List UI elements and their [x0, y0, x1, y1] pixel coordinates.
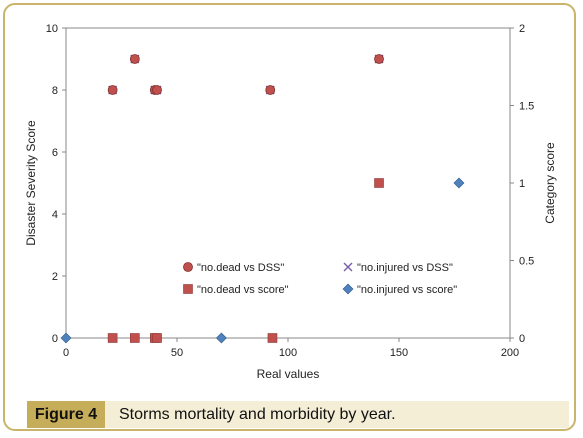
y2-tick-label: 0.5 [519, 256, 534, 268]
y2-tick-label: 0 [519, 333, 525, 345]
x-tick-label: 100 [279, 347, 297, 359]
figure-frame: 0 50 100 150 200 0 2 4 6 8 10 0 0.5 1 1.5 2 "no.dead vs… [3, 3, 576, 431]
legend-marker [342, 283, 354, 295]
data-point-square [267, 333, 278, 343]
y-tick-label: 2 [52, 271, 58, 283]
y-tick-label: 0 [52, 333, 58, 345]
y-axis-label: Disaster Severity Score [24, 120, 38, 246]
y2-tick-label: 1 [519, 178, 525, 190]
data-marks [60, 54, 465, 344]
y-tick-label: 4 [52, 209, 58, 221]
y-tick-label: 10 [46, 23, 58, 35]
data-point-square [130, 333, 140, 343]
figure-caption: Figure 4 Storms mortality and morbidity … [27, 401, 569, 428]
data-point-circle [107, 85, 118, 95]
data-point-square [374, 178, 384, 188]
y2-tick-label: 2 [519, 23, 525, 35]
legend-entry-label: "no.injured vs DSS" [357, 262, 453, 274]
y-tick-label: 8 [52, 85, 58, 97]
legend-marker [343, 262, 353, 272]
figure-label: Figure 4 [27, 401, 105, 428]
data-point-diamond [60, 332, 72, 344]
y2-axis-label: Category score [543, 142, 557, 224]
legend-entry-label: "no.dead vs DSS" [197, 262, 284, 274]
data-point-circle [129, 54, 140, 64]
data-point-diamond [215, 332, 227, 344]
data-point-diamond [453, 177, 465, 189]
legend-entry-label: "no.dead vs score" [197, 284, 289, 296]
x-axis-label: Real values [257, 367, 320, 381]
data-point-square [107, 333, 118, 343]
y2-tick-label: 1.5 [519, 101, 534, 113]
x-tick-label: 50 [171, 347, 183, 359]
y-tick-label: 6 [52, 147, 58, 159]
x-tick-label: 0 [63, 347, 69, 359]
data-point-circle [374, 54, 384, 64]
legend-entry-label: "no.injured vs score" [357, 284, 457, 296]
data-point-square [152, 333, 162, 343]
legend: "no.dead vs DSS" "no.injured vs DSS" "no.d… [183, 262, 457, 296]
x-tick-label: 200 [501, 347, 519, 359]
caption-text: Storms mortality and morbidity by year. [119, 406, 396, 423]
legend-marker [183, 284, 193, 294]
x-tick-label: 150 [390, 347, 408, 359]
data-point-circle [152, 85, 162, 95]
data-point-circle [265, 85, 276, 95]
legend-marker [183, 262, 193, 272]
